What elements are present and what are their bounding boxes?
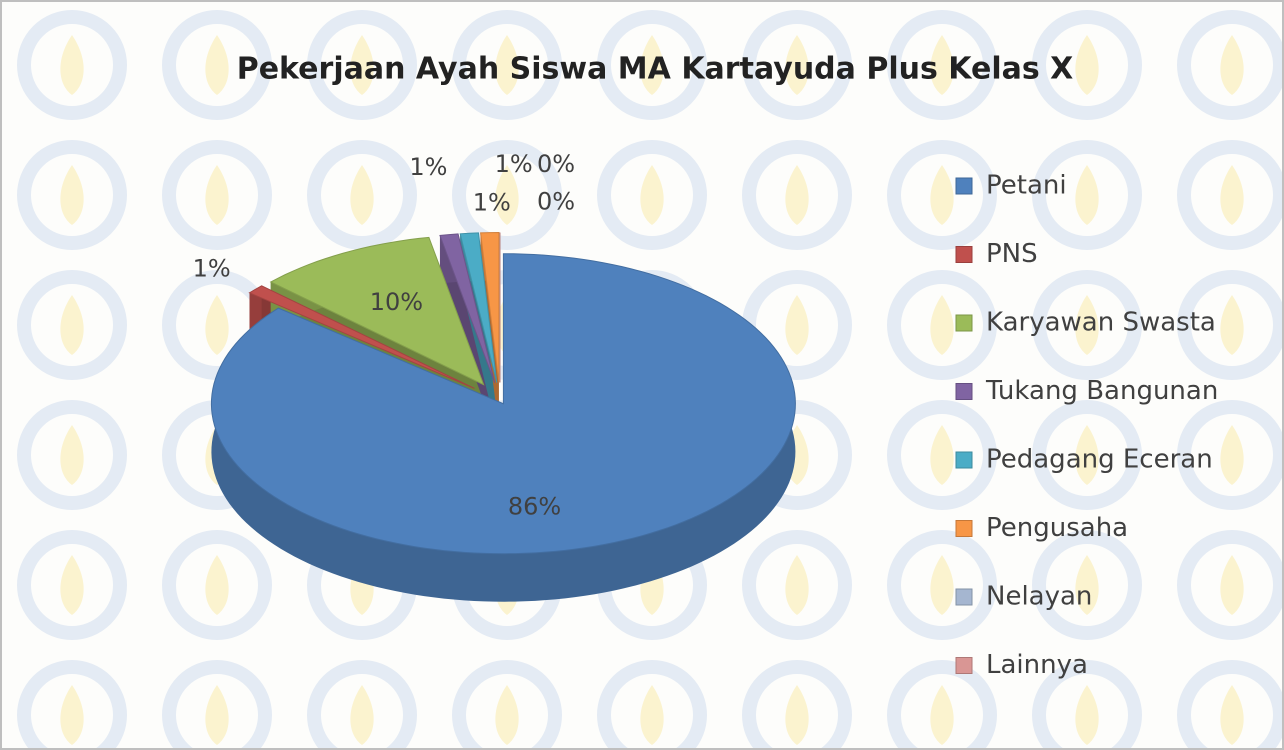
slice xyxy=(210,253,796,555)
data-label: 1% xyxy=(495,150,533,178)
legend-swatch xyxy=(955,451,973,469)
data-label: 86% xyxy=(508,493,561,521)
slice xyxy=(439,233,496,383)
data-label: 10% xyxy=(370,288,423,316)
legend-swatch xyxy=(955,383,973,400)
legend-swatch xyxy=(955,246,973,263)
legend-label: Pedagang Eceran xyxy=(986,445,1213,475)
slice xyxy=(248,285,475,389)
legend-label: Lainnya xyxy=(986,650,1088,680)
slice xyxy=(269,236,485,386)
legend-swatch xyxy=(955,520,973,537)
legend-label: PNS xyxy=(986,239,1038,269)
data-label: 0% xyxy=(537,150,575,178)
legend-swatch xyxy=(955,588,973,606)
legend-swatch xyxy=(955,657,973,674)
legend-swatch xyxy=(955,177,973,195)
legend-label: Nelayan xyxy=(986,582,1092,612)
legend-label: Petani xyxy=(986,171,1067,201)
data-label: 1% xyxy=(409,153,447,181)
data-label: 1% xyxy=(473,188,511,216)
slice xyxy=(480,232,500,383)
data-label: 1% xyxy=(193,254,231,282)
data-label: 0% xyxy=(537,188,575,216)
legend-swatch xyxy=(955,314,973,332)
slice xyxy=(459,232,498,383)
legend-label: Pengusaha xyxy=(986,513,1128,543)
legend-label: Karyawan Swasta xyxy=(986,308,1216,338)
chart-title: Pekerjaan Ayah Siswa MA Kartayuda Plus K… xyxy=(237,52,1074,87)
legend-label: Tukang Bangunan xyxy=(985,376,1218,406)
